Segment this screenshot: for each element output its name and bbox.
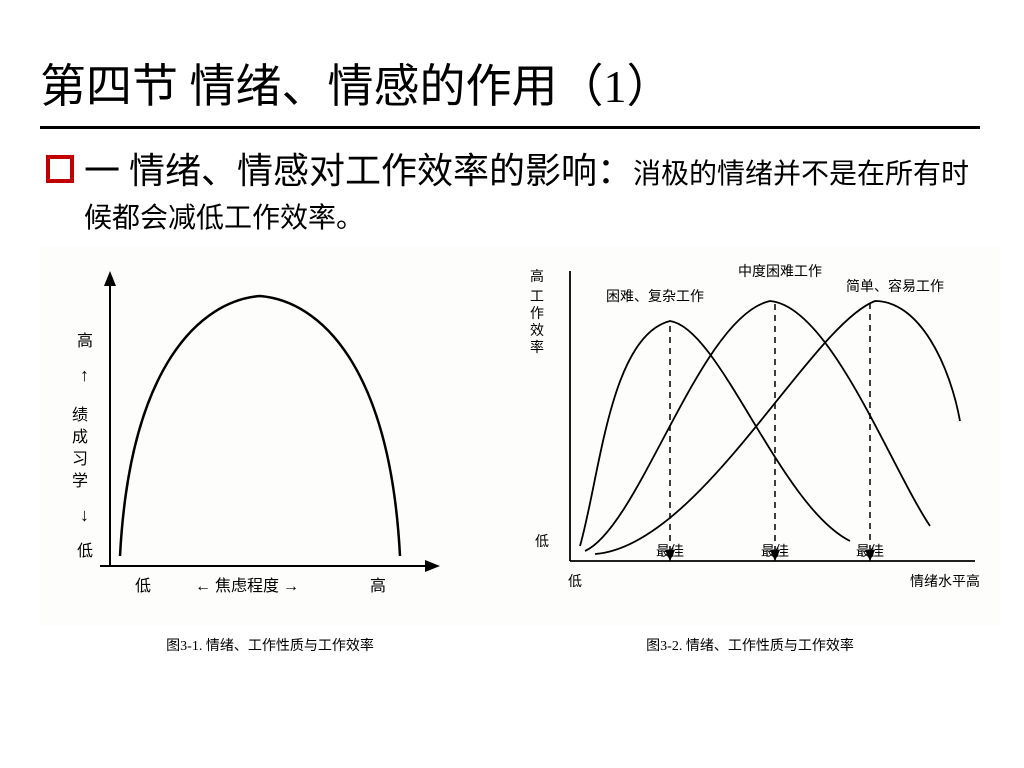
best-label-2: 最佳 — [856, 544, 884, 560]
body-row: 一 情绪、情感对工作效率的影响：消极的情绪并不是在所有时候都会减低工作效率。 — [40, 147, 984, 236]
body-text-block: 一 情绪、情感对工作效率的影响：消极的情绪并不是在所有时候都会减低工作效率。 — [84, 147, 984, 236]
xr-low: 低 — [568, 574, 582, 590]
xr-high: 情绪水平高 — [910, 573, 980, 590]
chart-left-col: 低 ↓ 学 习 成 绩 ↑ 高 低 ← 焦虑程度 → 高 图3-1. 情绪、工作… — [40, 246, 500, 655]
best-label-0: 最佳 — [656, 544, 684, 560]
svg-text:成: 成 — [72, 428, 88, 446]
svg-text:率: 率 — [530, 339, 544, 356]
body-main-text: 一 情绪、情感对工作效率的影响： — [84, 151, 633, 191]
svg-text:作: 作 — [530, 306, 544, 322]
charts-row: 低 ↓ 学 习 成 绩 ↑ 高 低 ← 焦虑程度 → 高 图3-1. 情绪、工作… — [40, 246, 984, 655]
chart-right-svg: 高 工 作 效 率 低 低 情绪水平高 困难、复杂工作 中度困难工作简单、容易工作… — [500, 246, 1000, 626]
slide-container: 第四节 情绪、情感的作用（1） 一 情绪、情感对工作效率的影响：消极的情绪并不是… — [0, 0, 1024, 768]
bullet-icon — [46, 155, 74, 183]
series-label-2: 简单、容易工作 — [846, 278, 944, 295]
svg-text:工: 工 — [530, 290, 544, 305]
svg-text:↑: ↑ — [80, 365, 89, 385]
chart-right-caption: 图3-2. 情绪、工作性质与工作效率 — [500, 635, 1000, 655]
svg-text:习: 习 — [72, 451, 88, 468]
title-underline — [40, 126, 980, 129]
svg-text:低: 低 — [77, 542, 93, 560]
chart-left-svg: 低 ↓ 学 习 成 绩 ↑ 高 低 ← 焦虑程度 → 高 — [40, 246, 500, 626]
svg-text:学: 学 — [72, 472, 88, 490]
series-label-0: 困难、复杂工作 — [606, 288, 704, 305]
xlabel-low: 低 — [135, 577, 151, 595]
chart-left-caption: 图3-1. 情绪、工作性质与工作效率 — [40, 635, 500, 655]
svg-text:高: 高 — [530, 268, 544, 285]
svg-text:效: 效 — [530, 323, 544, 339]
svg-text:绩: 绩 — [72, 406, 88, 424]
chart-right-col: 高 工 作 效 率 低 低 情绪水平高 困难、复杂工作 中度困难工作简单、容易工作… — [500, 246, 1000, 655]
best-label-1: 最佳 — [761, 544, 789, 560]
xlabel-center: ← 焦虑程度 → — [195, 577, 299, 595]
svg-text:↓: ↓ — [80, 505, 89, 525]
chart-right-bg — [500, 246, 1000, 626]
xlabel-high: 高 — [370, 577, 386, 595]
svg-text:低: 低 — [535, 534, 549, 550]
series-label-1: 中度困难工作 — [738, 264, 822, 280]
slide-title: 第四节 情绪、情感的作用（1） — [40, 50, 984, 116]
svg-text:高: 高 — [77, 332, 93, 350]
